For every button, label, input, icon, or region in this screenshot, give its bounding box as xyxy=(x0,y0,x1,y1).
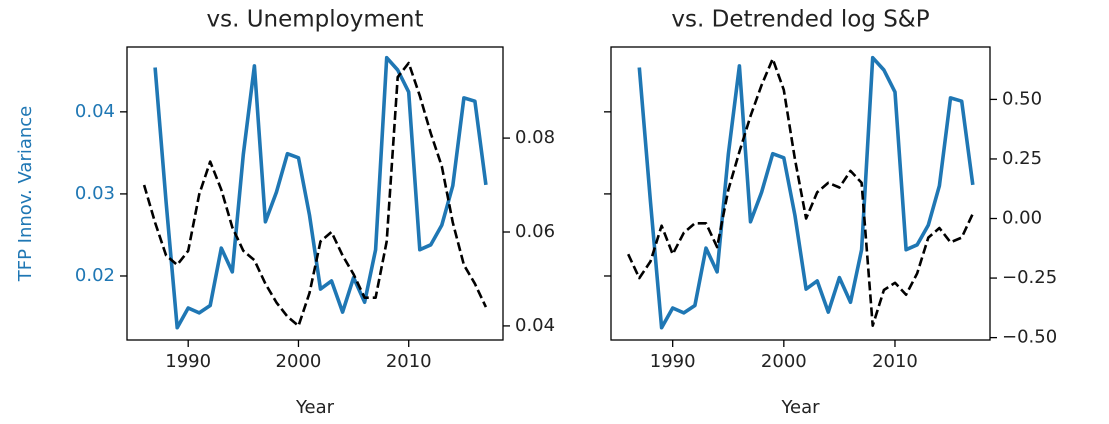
chart-title: vs. Unemployment xyxy=(206,7,423,33)
y-axis-label: TFP Innov. Variance xyxy=(15,106,36,283)
axes-frame xyxy=(126,46,504,341)
y2-tick-label: −0.25 xyxy=(1002,267,1057,288)
line-series xyxy=(142,61,488,328)
line-series xyxy=(637,55,975,330)
x-axis-label: Year xyxy=(295,397,335,418)
chart-title: vs. Detrended log S&P xyxy=(671,7,929,33)
axes-frame xyxy=(610,46,991,341)
line-series xyxy=(627,57,974,327)
x-tick-label: 1990 xyxy=(650,351,696,372)
x-axis-label: Year xyxy=(780,397,820,418)
x-tick-label: 2000 xyxy=(276,351,322,372)
y-tick-label: 0.02 xyxy=(75,265,115,286)
y2-tick-label: 0.25 xyxy=(1002,148,1042,169)
y2-tick-label: 0.06 xyxy=(515,221,555,242)
y2-tick-label: 0.50 xyxy=(1002,88,1042,109)
y-tick-label: 0.04 xyxy=(75,101,115,122)
x-tick-label: 2010 xyxy=(872,351,918,372)
y2-tick-label: 0.08 xyxy=(515,127,555,148)
x-tick-label: 1990 xyxy=(165,351,211,372)
y2-tick-label: 0.00 xyxy=(1002,208,1042,229)
x-tick-label: 2010 xyxy=(386,351,432,372)
x-tick-label: 2000 xyxy=(761,351,807,372)
y2-tick-label: −0.50 xyxy=(1002,327,1057,348)
y2-tick-label: 0.04 xyxy=(515,315,555,336)
y-tick-label: 0.03 xyxy=(75,183,115,204)
line-series xyxy=(153,55,488,330)
